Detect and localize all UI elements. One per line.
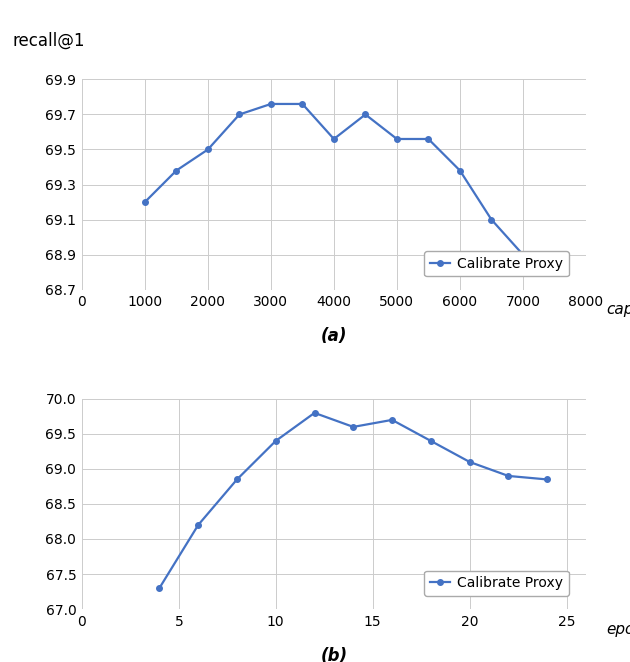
Calibrate Proxy <box>330 135 338 143</box>
Calibrate Proxy <box>393 135 401 143</box>
Calibrate Proxy <box>204 146 212 154</box>
Calibrate Proxy <box>425 135 432 143</box>
Calibrate Proxy <box>233 475 241 483</box>
Calibrate Proxy <box>488 216 495 224</box>
Calibrate Proxy <box>236 111 243 118</box>
Line: Calibrate Proxy: Calibrate Proxy <box>157 410 550 591</box>
Calibrate Proxy <box>299 100 306 108</box>
Calibrate Proxy <box>543 475 551 483</box>
Text: recall@1: recall@1 <box>13 32 85 50</box>
Line: Calibrate Proxy: Calibrate Proxy <box>142 101 557 258</box>
Text: epoch: epoch <box>606 622 630 637</box>
Calibrate Proxy <box>466 458 473 466</box>
Calibrate Proxy <box>427 437 435 445</box>
Calibrate Proxy <box>388 416 396 424</box>
Calibrate Proxy <box>456 167 464 175</box>
Calibrate Proxy <box>272 437 280 445</box>
Calibrate Proxy <box>195 521 202 529</box>
Text: capacity: capacity <box>606 303 630 317</box>
Calibrate Proxy <box>519 251 527 259</box>
Calibrate Proxy <box>267 100 275 108</box>
Calibrate Proxy <box>505 472 512 480</box>
Calibrate Proxy <box>141 198 149 206</box>
Calibrate Proxy <box>551 251 558 259</box>
Calibrate Proxy <box>350 423 357 431</box>
Calibrate Proxy <box>362 111 369 118</box>
Calibrate Proxy <box>173 167 180 175</box>
Text: (a): (a) <box>321 328 347 346</box>
Legend: Calibrate Proxy: Calibrate Proxy <box>424 252 569 276</box>
Legend: Calibrate Proxy: Calibrate Proxy <box>424 571 569 596</box>
Text: (b): (b) <box>320 647 348 662</box>
Calibrate Proxy <box>156 584 163 592</box>
Calibrate Proxy <box>311 409 318 417</box>
